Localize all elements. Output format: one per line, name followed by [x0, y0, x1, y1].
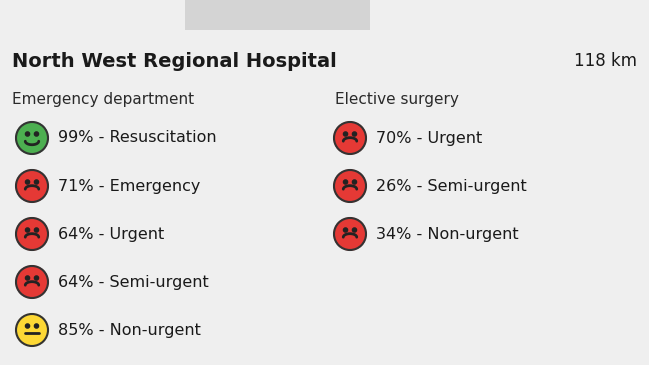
Circle shape [16, 314, 48, 346]
Circle shape [34, 132, 38, 136]
Circle shape [16, 266, 48, 298]
Text: 118 km: 118 km [574, 52, 637, 70]
Text: Emergency department: Emergency department [12, 92, 194, 107]
Circle shape [343, 180, 348, 184]
Text: 34% - Non-urgent: 34% - Non-urgent [376, 227, 519, 242]
Circle shape [16, 170, 48, 202]
Circle shape [352, 132, 356, 136]
Text: North West Regional Hospital: North West Regional Hospital [12, 52, 337, 71]
Text: 64% - Urgent: 64% - Urgent [58, 227, 164, 242]
Text: 70% - Urgent: 70% - Urgent [376, 131, 482, 146]
Circle shape [334, 170, 366, 202]
Text: Elective surgery: Elective surgery [335, 92, 459, 107]
Circle shape [25, 228, 30, 232]
Circle shape [34, 276, 38, 280]
Circle shape [334, 122, 366, 154]
Text: 85% - Non-urgent: 85% - Non-urgent [58, 323, 201, 338]
Text: 64% - Semi-urgent: 64% - Semi-urgent [58, 274, 209, 289]
Circle shape [34, 324, 38, 328]
Circle shape [25, 276, 30, 280]
Circle shape [343, 228, 348, 232]
Circle shape [16, 122, 48, 154]
Circle shape [34, 180, 38, 184]
Circle shape [16, 218, 48, 250]
Circle shape [34, 228, 38, 232]
FancyBboxPatch shape [185, 0, 370, 30]
Text: 71% - Emergency: 71% - Emergency [58, 178, 201, 193]
Text: 26% - Semi-urgent: 26% - Semi-urgent [376, 178, 527, 193]
Text: 99% - Resuscitation: 99% - Resuscitation [58, 131, 217, 146]
Circle shape [25, 180, 30, 184]
Circle shape [352, 180, 356, 184]
Circle shape [25, 132, 30, 136]
Circle shape [343, 132, 348, 136]
Circle shape [352, 228, 356, 232]
Circle shape [334, 218, 366, 250]
Circle shape [25, 324, 30, 328]
